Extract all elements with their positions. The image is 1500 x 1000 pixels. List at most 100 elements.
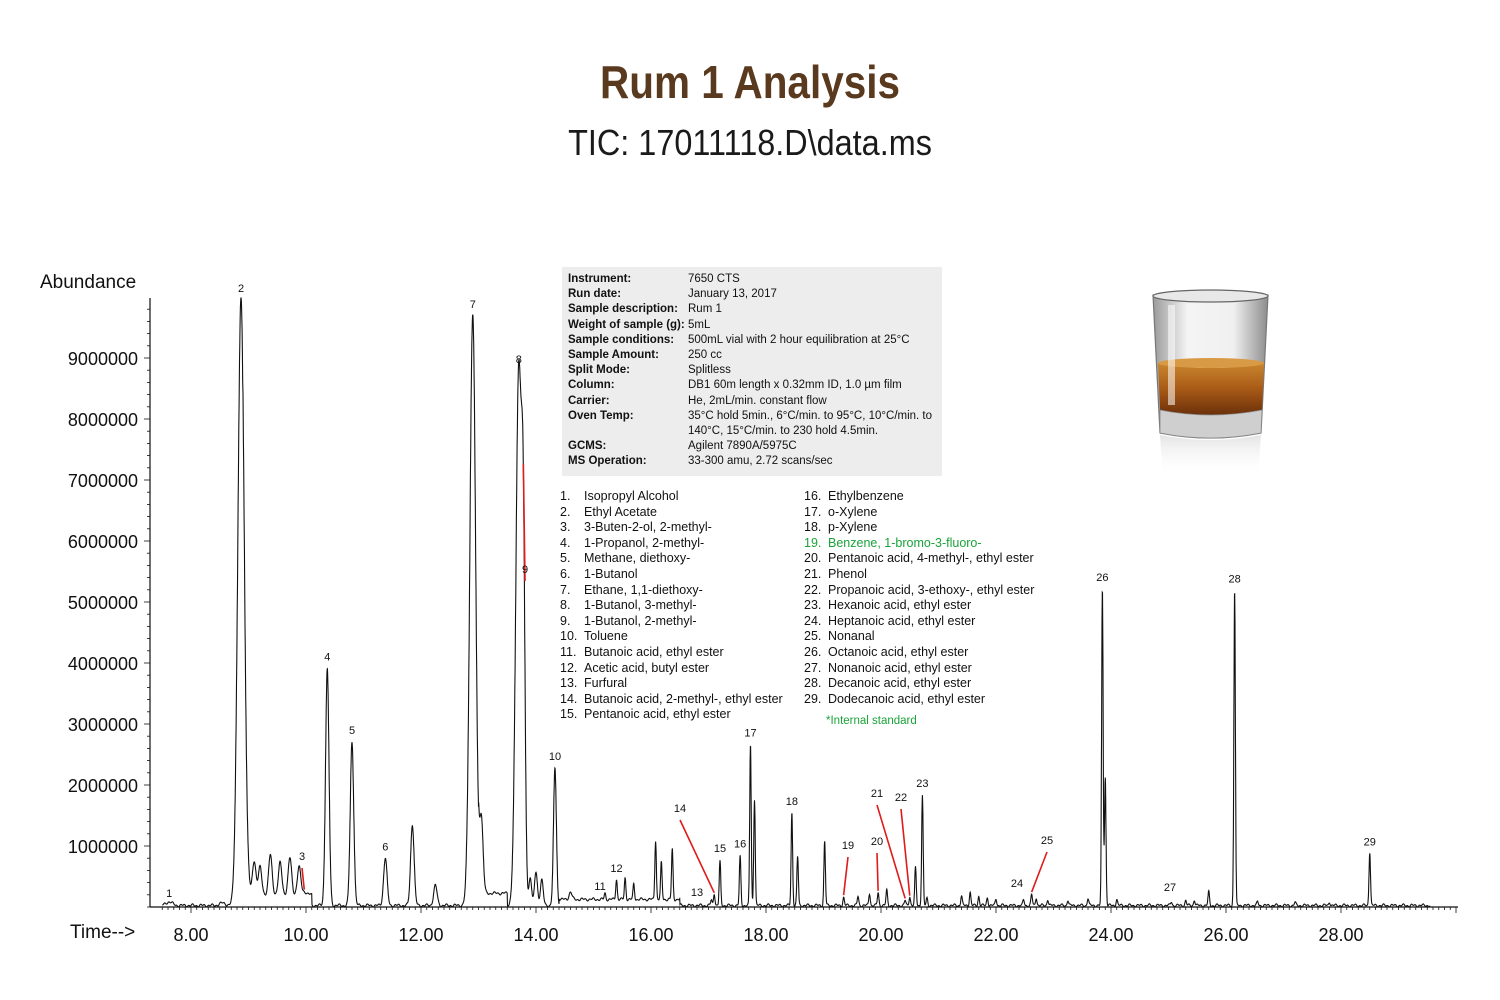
compound-number: 18. bbox=[804, 520, 822, 535]
compound-name: Ethyl Acetate bbox=[584, 504, 657, 519]
compound-name: Benzene, 1-bromo-3-fluoro- bbox=[828, 535, 982, 550]
compound-name: Pentanoic acid, ethyl ester bbox=[584, 707, 731, 722]
y-tick-label: 9000000 bbox=[68, 349, 138, 369]
x-tick-label: 10.00 bbox=[283, 925, 328, 945]
x-tick-label: 26.00 bbox=[1203, 925, 1248, 945]
peak-pointer-line bbox=[876, 804, 906, 899]
compound-number: 29. bbox=[804, 691, 822, 706]
info-row: MS Operation: 33-300 amu, 2.72 scans/sec bbox=[568, 454, 942, 469]
compound-number: 9. bbox=[560, 613, 571, 628]
y-tick-label: 5000000 bbox=[68, 593, 138, 613]
info-value: 33-300 amu, 2.72 scans/sec bbox=[688, 455, 833, 468]
compound-name: Acetic acid, butyl ester bbox=[584, 660, 710, 675]
compound-number: 22. bbox=[804, 582, 822, 597]
compound-name: p-Xylene bbox=[828, 520, 878, 535]
chart-title: Rum 1 Analysis bbox=[600, 56, 900, 108]
compound-name: Ethylbenzene bbox=[828, 489, 904, 503]
info-row: Run date: January 13, 2017 bbox=[568, 287, 942, 302]
info-key: Column: bbox=[568, 379, 615, 392]
peak-label: 24 bbox=[1011, 878, 1023, 890]
y-tick-label: 6000000 bbox=[68, 532, 138, 552]
peak-label: 25 bbox=[1041, 835, 1053, 847]
compound-number: 7. bbox=[560, 582, 571, 597]
peak-label: 20 bbox=[871, 836, 883, 848]
y-tick-label: 7000000 bbox=[68, 471, 138, 491]
peak-label: 9 bbox=[522, 564, 528, 576]
info-value: Agilent 7890A/5975C bbox=[688, 440, 797, 453]
chart-axes bbox=[149, 298, 1458, 908]
compound-number: 25. bbox=[804, 629, 822, 644]
compound-number: 21. bbox=[804, 566, 822, 581]
x-tick-label: 8.00 bbox=[173, 925, 208, 945]
x-tick-label: 22.00 bbox=[973, 925, 1018, 945]
compound-name: Phenol bbox=[828, 566, 867, 581]
x-tick-label: 16.00 bbox=[628, 925, 673, 945]
compound-item: 17. o-Xylene bbox=[804, 505, 1034, 521]
compound-name: 3-Buten-2-ol, 2-methyl- bbox=[584, 520, 712, 535]
compound-number: 8. bbox=[560, 598, 571, 613]
info-row: Sample description: Rum 1 bbox=[568, 302, 942, 317]
peak-label: 28 bbox=[1229, 573, 1241, 585]
compound-name: Isopropyl Alcohol bbox=[584, 489, 679, 503]
compound-item: 4. 1-Propanol, 2-methyl- bbox=[560, 536, 783, 552]
compound-item: 9. 1-Butanol, 2-methyl- bbox=[560, 614, 783, 630]
compound-name: Furfural bbox=[584, 676, 628, 691]
y-axis-label: Abundance bbox=[40, 272, 137, 293]
info-value: January 13, 2017 bbox=[688, 288, 777, 301]
compound-number: 11. bbox=[560, 644, 577, 659]
compound-item: 5. Methane, diethoxy- bbox=[560, 551, 783, 567]
compound-name: 1-Butanol, 3-methyl- bbox=[584, 598, 697, 613]
peak-pointer-line bbox=[842, 856, 849, 896]
compound-name: o-Xylene bbox=[828, 504, 878, 519]
peak-pointer-line bbox=[876, 852, 879, 891]
compound-item: 8. 1-Butanol, 3-methyl- bbox=[560, 598, 783, 614]
peak-label: 3 bbox=[299, 851, 305, 863]
info-key: Run date: bbox=[568, 288, 622, 301]
info-row: Column: DB1 60m length x 0.32mm ID, 1.0 µ… bbox=[568, 378, 942, 393]
compound-number: 3. bbox=[560, 520, 571, 535]
compound-name: Toluene bbox=[584, 629, 628, 644]
peak-label: 18 bbox=[786, 796, 798, 808]
info-value: DB1 60m length x 0.32mm ID, 1.0 µm film bbox=[688, 379, 902, 392]
compound-item: 1. Isopropyl Alcohol bbox=[560, 489, 783, 505]
compound-item: 20. Pentanoic acid, 4-methyl-, ethyl este… bbox=[804, 551, 1034, 567]
info-value: 500mL vial with 2 hour equilibration at … bbox=[688, 333, 910, 346]
whiskey-glass-icon bbox=[1152, 289, 1269, 477]
info-row: GCMS: Agilent 7890A/5975C bbox=[568, 439, 942, 454]
info-key: Carrier: bbox=[568, 394, 610, 407]
info-key: MS Operation: bbox=[568, 455, 647, 468]
compound-number: 23. bbox=[804, 598, 822, 613]
compound-item: 18. p-Xylene bbox=[804, 520, 1034, 536]
x-tick-label: 14.00 bbox=[513, 925, 558, 945]
info-key: Oven Temp: bbox=[568, 409, 634, 422]
compound-item: 27. Nonanoic acid, ethyl ester bbox=[804, 661, 1034, 677]
compound-item: 11. Butanoic acid, ethyl ester bbox=[560, 645, 783, 661]
compound-number: 27. bbox=[804, 660, 822, 675]
compound-number: 15. bbox=[560, 707, 578, 722]
compound-name: Decanoic acid, ethyl ester bbox=[828, 676, 972, 691]
peak-label: 2 bbox=[238, 283, 244, 295]
tic-trace-line bbox=[162, 297, 1431, 908]
info-value: 5mL bbox=[688, 318, 711, 331]
info-key: Instrument: bbox=[568, 273, 632, 285]
info-key: Split Mode: bbox=[568, 364, 630, 377]
info-row: Carrier: He, 2mL/min. constant flow bbox=[568, 394, 942, 409]
peak-label: 14 bbox=[674, 803, 686, 815]
compound-name: Methane, diethoxy- bbox=[584, 551, 691, 566]
compound-name: Nonanal bbox=[828, 629, 875, 644]
peak-label: 15 bbox=[714, 843, 726, 855]
compound-item: 13. Furfural bbox=[560, 676, 783, 692]
info-row: Split Mode: Splitless bbox=[568, 363, 942, 378]
compound-number: 2. bbox=[560, 504, 571, 519]
peak-pointer-line bbox=[522, 464, 526, 582]
x-tick-label: 18.00 bbox=[743, 925, 788, 945]
peak-label: 11 bbox=[594, 881, 605, 893]
compound-number: 1. bbox=[560, 489, 571, 503]
compound-name: 1-Butanol bbox=[584, 566, 638, 581]
chart-subtitle: TIC: 17011118.D\data.ms bbox=[568, 122, 932, 163]
peak-label: 27 bbox=[1164, 882, 1176, 894]
peak-pointer-line bbox=[1030, 851, 1048, 893]
compound-number: 19. bbox=[804, 535, 822, 550]
compound-list-left: 1. Isopropyl Alcohol 2. Ethyl Acetate 3. 3-Bu… bbox=[560, 489, 783, 723]
